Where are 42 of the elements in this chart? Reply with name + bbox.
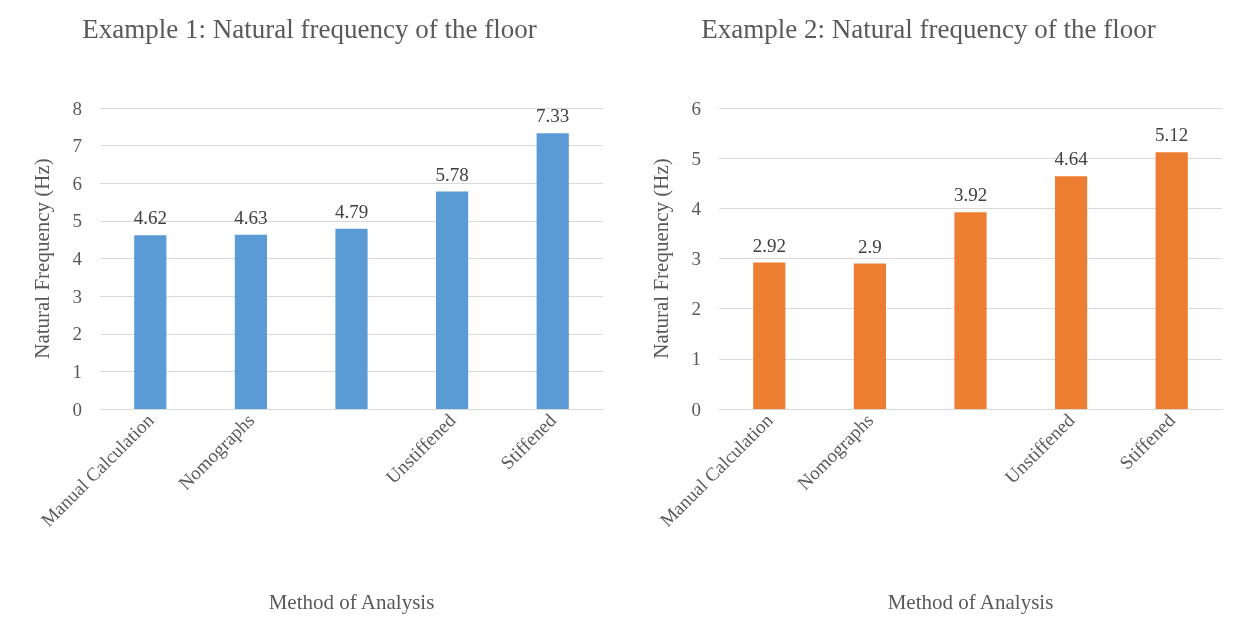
y-tick-label: 4 <box>72 248 83 269</box>
y-tick-label: 7 <box>72 135 82 157</box>
bar <box>1055 176 1088 409</box>
y-tick-label: 8 <box>72 97 82 119</box>
data-label: 2.92 <box>752 234 786 256</box>
bar <box>335 228 368 409</box>
y-tick-label: 1 <box>691 348 701 370</box>
y-tick-label: 4 <box>691 197 702 219</box>
x-axis-title: Method of Analysis <box>887 589 1054 614</box>
x-axis-title: Method of Analysis <box>268 589 435 614</box>
data-label: 7.33 <box>536 105 570 127</box>
data-label: 4.79 <box>334 200 369 222</box>
bar <box>134 235 167 409</box>
data-label: 5.12 <box>1155 124 1189 146</box>
y-tick-label: 6 <box>691 97 701 119</box>
bar <box>1155 152 1188 409</box>
chart-title: Example 2: Natural frequency of the floor <box>701 14 1156 44</box>
data-label: 5.78 <box>435 163 469 185</box>
y-axis-title: Natural Frequency (Hz) <box>29 158 54 359</box>
bar <box>536 133 569 409</box>
bar <box>954 212 987 409</box>
data-label: 2.9 <box>858 235 882 257</box>
y-tick-label: 2 <box>691 298 701 320</box>
y-tick-label: 1 <box>72 360 82 382</box>
y-tick-label: 5 <box>72 210 82 232</box>
bar <box>753 262 786 409</box>
y-tick-label: 3 <box>72 285 82 307</box>
bar <box>436 191 469 409</box>
y-axis-title: Natural Frequency (Hz) <box>648 158 673 359</box>
y-tick-label: 0 <box>72 398 82 420</box>
y-tick-label: 6 <box>72 172 82 194</box>
bar <box>853 263 886 409</box>
data-label: 4.63 <box>234 206 268 228</box>
y-tick-label: 3 <box>691 248 701 269</box>
data-label: 4.64 <box>1054 148 1089 170</box>
y-tick-label: 0 <box>691 398 701 420</box>
data-label: 4.62 <box>133 207 167 229</box>
y-tick-label: 5 <box>691 147 701 169</box>
y-tick-label: 2 <box>72 323 82 345</box>
bar <box>234 234 267 409</box>
data-label: 3.92 <box>953 184 988 206</box>
chart-title: Example 1: Natural frequency of the floor <box>82 14 537 44</box>
